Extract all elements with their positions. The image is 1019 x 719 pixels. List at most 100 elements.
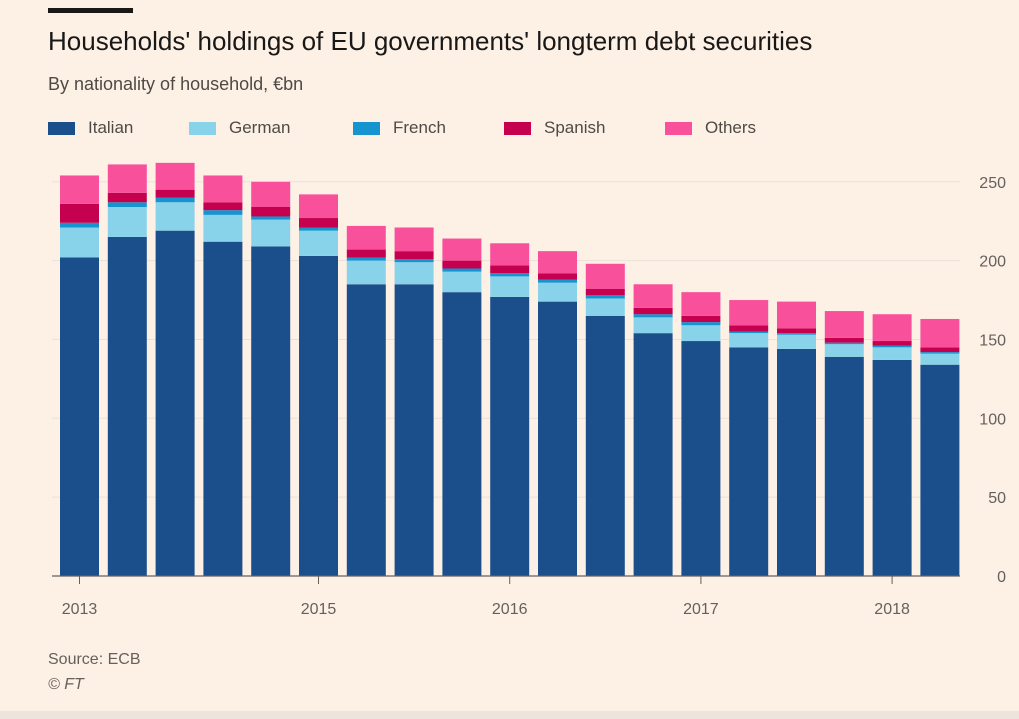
y-tick-label-250: 250 [979, 175, 1006, 192]
legend-item-german: German [189, 118, 290, 138]
bar-others-0 [60, 175, 99, 204]
bar-spanish-3 [203, 202, 243, 211]
legend-swatch-italian [48, 121, 75, 135]
bar-spanish-6 [346, 249, 386, 258]
bar-italian-2 [155, 230, 195, 576]
bar-italian-16 [824, 356, 864, 576]
legend-swatch-spanish [504, 121, 531, 135]
bar-italian-17 [872, 359, 912, 576]
bar-others-13 [681, 292, 721, 316]
legend-swatch-german [189, 121, 216, 135]
y-tick-label-150: 150 [979, 332, 1006, 349]
legend-swatch-others [665, 121, 692, 135]
bar-italian-18 [920, 364, 960, 576]
bar-french-0 [60, 222, 99, 228]
bar-others-1 [107, 164, 147, 193]
bar-others-15 [777, 301, 816, 329]
bar-german-6 [346, 260, 386, 285]
bar-german-15 [777, 334, 816, 349]
bar-italian-9 [490, 296, 530, 576]
bar-italian-7 [394, 284, 434, 576]
bar-german-1 [107, 207, 147, 237]
bar-german-5 [299, 230, 338, 256]
bar-german-8 [442, 271, 482, 293]
y-tick-label-200: 200 [979, 254, 1006, 271]
bar-spanish-8 [442, 260, 482, 269]
bar-spanish-1 [107, 192, 147, 203]
bar-french-7 [394, 259, 434, 263]
bar-german-14 [729, 333, 769, 348]
bar-spanish-4 [251, 207, 291, 217]
bar-others-11 [585, 263, 625, 289]
bar-german-16 [824, 344, 864, 357]
bar-french-3 [203, 210, 243, 215]
bar-others-7 [394, 227, 434, 252]
bar-others-16 [824, 311, 864, 338]
legend-label-italian: Italian [88, 118, 134, 137]
bar-others-3 [203, 175, 243, 203]
legend-label-french: French [393, 118, 446, 137]
bar-french-16 [824, 342, 864, 345]
bar-spanish-9 [490, 265, 530, 274]
legend-item-italian: Italian [48, 118, 133, 138]
axes: 0 50 100 150 200 250 2013 2015 2016 2017 2018 [52, 175, 1006, 618]
bar-spanish-0 [60, 203, 99, 223]
legend-item-spanish: Spanish [504, 118, 605, 138]
bar-others-14 [729, 300, 769, 326]
x-tick-label-2017: 2017 [683, 601, 719, 618]
bar-french-6 [346, 257, 386, 261]
bar-others-18 [920, 318, 960, 348]
bar-spanish-11 [585, 289, 625, 296]
bar-italian-15 [777, 348, 816, 576]
bar-spanish-17 [872, 341, 912, 346]
title-rule [48, 8, 133, 13]
legend-label-german: German [229, 118, 291, 137]
bar-spanish-18 [920, 347, 960, 353]
bar-french-13 [681, 322, 721, 326]
bar-spanish-15 [777, 328, 816, 334]
y-tick-label-50: 50 [988, 490, 1006, 507]
bar-others-8 [442, 238, 482, 261]
x-tick-label-2016: 2016 [492, 601, 528, 618]
bar-spanish-5 [299, 218, 338, 228]
bar-spanish-2 [155, 189, 195, 198]
copyright-note: © FT [48, 676, 84, 693]
source-note: Source: ECB [48, 651, 141, 668]
chart-title: Households' holdings of EU governments' … [48, 26, 813, 56]
bar-german-9 [490, 276, 530, 297]
bar-french-2 [155, 197, 195, 203]
bar-italian-1 [107, 236, 147, 576]
legend-label-others: Others [705, 118, 757, 137]
bar-french-5 [299, 227, 338, 231]
bar-others-10 [538, 251, 577, 274]
bar-italian-3 [203, 241, 243, 576]
bar-german-4 [251, 219, 291, 247]
chart-subtitle: By nationality of household, €bn [48, 74, 304, 94]
bar-french-1 [107, 202, 147, 207]
bottom-band [0, 711, 1019, 719]
y-tick-label-100: 100 [979, 411, 1006, 428]
bar-french-9 [490, 273, 530, 277]
bar-french-15 [777, 333, 816, 335]
bar-others-2 [155, 162, 195, 190]
bar-french-4 [251, 216, 291, 220]
legend-label-spanish: Spanish [544, 118, 606, 137]
x-tick-label-2013: 2013 [62, 601, 98, 618]
bar-italian-12 [633, 333, 673, 576]
bar-german-18 [920, 353, 960, 365]
bar-french-12 [633, 314, 673, 318]
bar-italian-10 [538, 301, 577, 576]
bar-italian-11 [585, 315, 625, 576]
bar-spanish-12 [633, 307, 673, 315]
bar-french-10 [538, 279, 577, 283]
bar-spanish-10 [538, 273, 577, 280]
bar-others-4 [251, 181, 291, 207]
bar-german-7 [394, 262, 434, 285]
bar-italian-6 [346, 284, 386, 576]
bar-spanish-14 [729, 325, 769, 332]
bar-french-14 [729, 331, 769, 334]
legend-item-others: Others [665, 118, 756, 138]
x-tick-label-2018: 2018 [874, 601, 910, 618]
bar-italian-0 [60, 257, 99, 576]
bar-french-17 [872, 345, 912, 348]
